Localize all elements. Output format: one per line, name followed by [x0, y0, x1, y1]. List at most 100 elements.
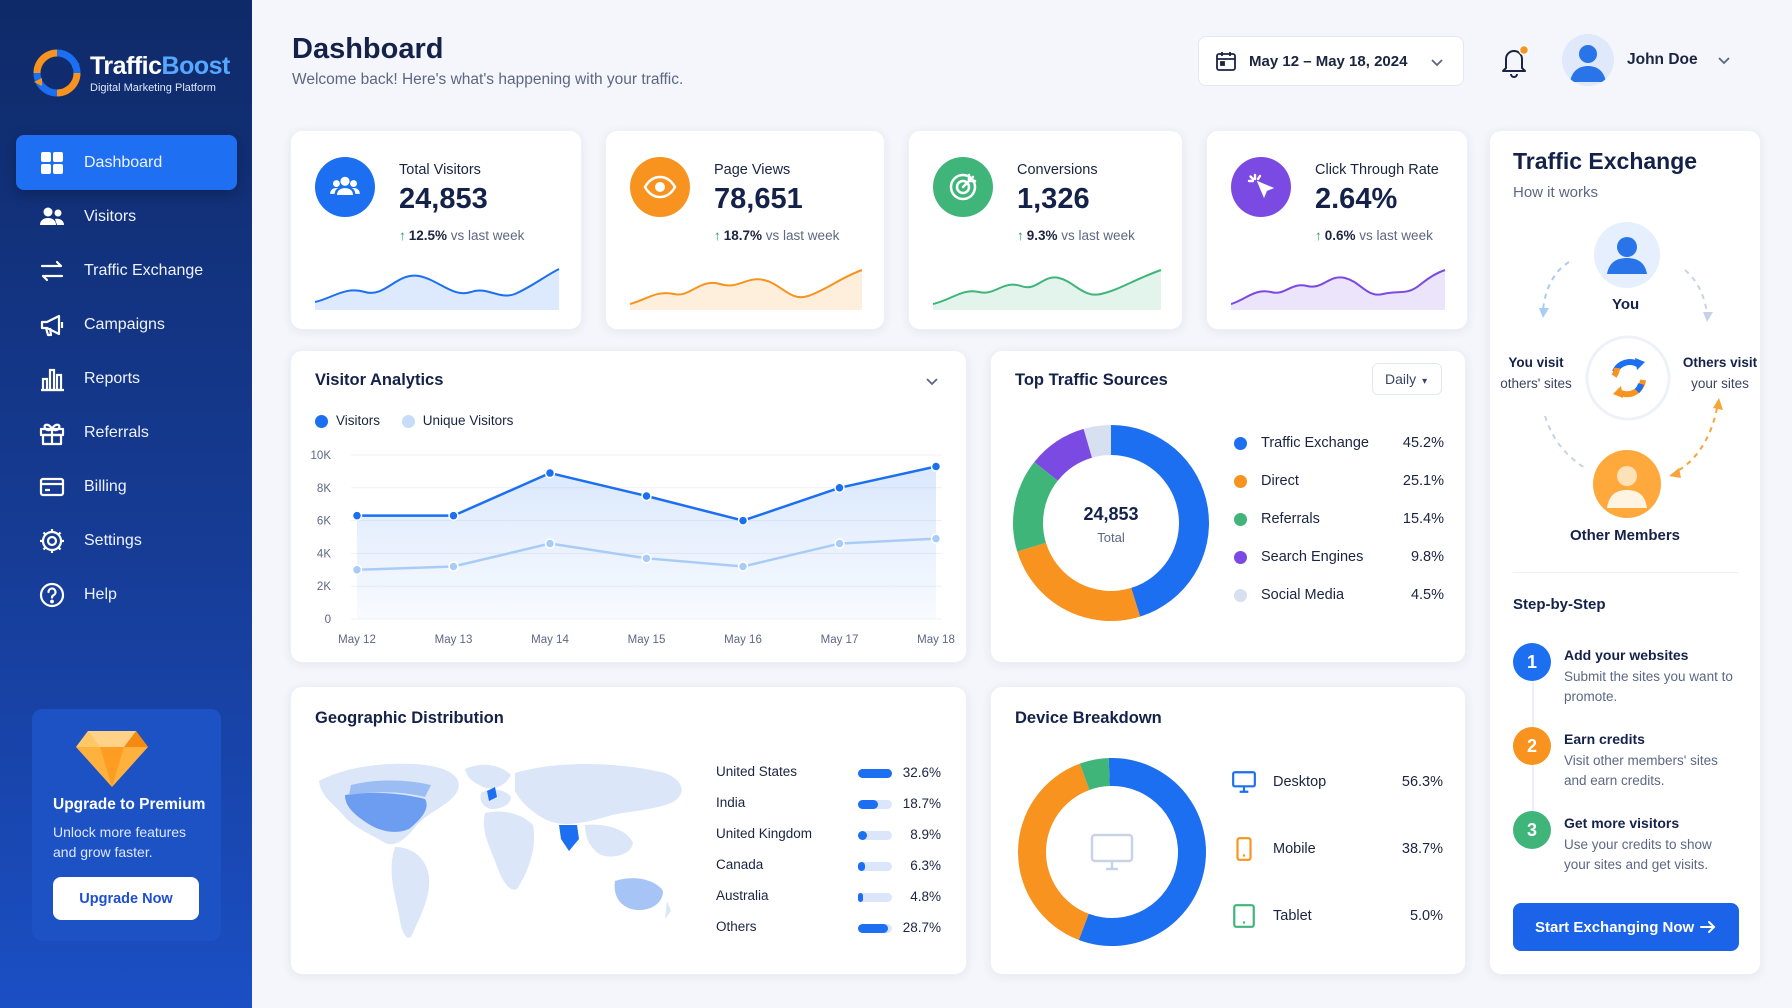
geo-row[interactable]: Canada 6.3%	[716, 857, 941, 877]
date-range-picker[interactable]: May 12 – May 18, 2024	[1198, 36, 1464, 86]
unique-visitors-point[interactable]	[351, 564, 363, 576]
world-map	[319, 763, 682, 938]
donut-slice-referrals[interactable]	[1013, 461, 1058, 552]
device-row[interactable]: Mobile 38.7%	[1231, 836, 1443, 864]
visitors-point[interactable]	[351, 510, 363, 521]
unique-visitors-point[interactable]	[641, 553, 652, 564]
geo-row[interactable]: India 18.7%	[716, 795, 941, 815]
chevron-down-icon[interactable]	[924, 373, 940, 389]
sidebar-item-help[interactable]: Help	[16, 568, 237, 622]
traffic-source-name: Search Engines	[1261, 549, 1364, 565]
visitors-point[interactable]	[544, 467, 556, 479]
start-exchanging-button[interactable]: Start Exchanging Now	[1513, 903, 1739, 951]
arrow-up-icon: ↑	[714, 228, 721, 243]
donut-slice-social-media[interactable]	[1083, 425, 1111, 458]
donut-slice-tablet[interactable]	[1079, 758, 1110, 790]
step-number: 1	[1513, 643, 1551, 681]
brand[interactable]: TrafficBoost Digital Marketing Platform	[32, 48, 230, 98]
stat-change: ↑ 12.5% vs last week	[399, 228, 525, 243]
sidebar-item-settings[interactable]: Settings	[16, 514, 237, 568]
user-avatar[interactable]	[1562, 34, 1614, 86]
traffic-source-row[interactable]: Direct 25.1%	[1234, 473, 1444, 489]
sidebar-item-billing[interactable]: Billing	[16, 460, 237, 514]
sidebar-item-label: Dashboard	[84, 153, 163, 171]
device-pct: 38.7%	[1401, 841, 1443, 857]
device-row[interactable]: Tablet 5.0%	[1231, 903, 1443, 931]
geo-country: United Kingdom	[716, 826, 813, 841]
upgrade-promo: Upgrade to Premium Unlock more features …	[32, 709, 221, 941]
stat-label: Total Visitors	[399, 162, 481, 178]
device-row[interactable]: Desktop 56.3%	[1231, 769, 1443, 797]
geo-row[interactable]: United States 32.6%	[716, 764, 941, 784]
x-tick-label: May 15	[628, 634, 666, 646]
monitor-icon	[1090, 833, 1134, 871]
sparkline	[630, 269, 863, 310]
user-name[interactable]: John Doe	[1627, 51, 1698, 68]
sidebar-item-label: Referrals	[84, 424, 149, 441]
visitors-point[interactable]	[834, 482, 845, 494]
unique-visitors-point[interactable]	[930, 533, 942, 544]
visitors-point[interactable]	[448, 510, 459, 521]
device-title: Device Breakdown	[1015, 709, 1162, 727]
unique-visitors-point[interactable]	[544, 538, 556, 549]
diamond-icon	[76, 731, 148, 787]
unique-visitors-point[interactable]	[448, 561, 459, 572]
visitor-analytics-card: Visitor Analytics Visitors Unique Visito…	[290, 350, 967, 663]
sidebar-item-visitors[interactable]: Visitors	[16, 190, 237, 244]
traffic-source-name: Referrals	[1261, 511, 1320, 527]
help-circle-icon	[39, 582, 65, 608]
y-tick-label: 2K	[317, 581, 331, 593]
exchange-title: Traffic Exchange	[1513, 148, 1698, 174]
legend-dot	[1234, 550, 1247, 564]
traffic-source-row[interactable]: Social Media 4.5%	[1234, 587, 1444, 603]
visitors-point[interactable]	[641, 490, 652, 502]
traffic-source-row[interactable]: Search Engines 9.8%	[1234, 549, 1444, 565]
geo-pct: 4.8%	[910, 889, 941, 904]
stat-value: 1,326	[1017, 183, 1090, 215]
sidebar-item-traffic-exchange[interactable]: Traffic Exchange	[16, 244, 237, 298]
traffic-source-name: Traffic Exchange	[1261, 435, 1369, 451]
promo-desc: Unlock more features and grow faster.	[53, 824, 187, 860]
traffic-source-row[interactable]: Traffic Exchange 45.2%	[1234, 435, 1444, 451]
visitors-point[interactable]	[737, 515, 749, 526]
step-number: 3	[1513, 811, 1551, 849]
sidebar-nav: Dashboard Visitors Traffic Exchange Camp…	[16, 135, 237, 622]
geo-country: Australia	[716, 888, 769, 903]
logo-icon	[33, 49, 81, 97]
stat-change: ↑ 0.6% vs last week	[1315, 228, 1433, 243]
traffic-source-pct: 15.4%	[1402, 511, 1444, 527]
donut-slice-traffic-exchange[interactable]	[1111, 425, 1209, 617]
sidebar-item-referrals[interactable]: Referrals	[16, 406, 237, 460]
visitor-analytics-title: Visitor Analytics	[315, 371, 444, 389]
geo-bar	[858, 800, 892, 809]
brand-tagline: Digital Marketing Platform	[90, 81, 216, 94]
period-select[interactable]: Daily ▾	[1372, 363, 1442, 395]
notification-bell-icon[interactable]	[1498, 44, 1530, 78]
stat-card-conversions: Conversions 1,326 ↑ 9.3% vs last week	[908, 130, 1183, 330]
donut-slice-search-engines[interactable]	[1034, 428, 1093, 481]
sidebar-item-dashboard[interactable]: Dashboard	[16, 135, 237, 190]
geo-bar-fill	[858, 769, 892, 778]
chevron-down-icon[interactable]	[1716, 52, 1732, 68]
sidebar-item-campaigns[interactable]: Campaigns	[16, 298, 237, 352]
geo-row[interactable]: Others 28.7%	[716, 919, 941, 939]
sparkline	[933, 269, 1162, 310]
geo-pct: 18.7%	[902, 796, 941, 811]
geo-bar	[858, 893, 892, 902]
sidebar-item-reports[interactable]: Reports	[16, 352, 237, 406]
step-desc: Submit the sites you want to promote.	[1564, 669, 1733, 704]
exchange-right-label: Others visit your sites	[1682, 355, 1758, 391]
donut-slice-desktop[interactable]	[1078, 758, 1206, 946]
donut-slice-direct[interactable]	[1017, 542, 1141, 621]
geo-pct: 6.3%	[910, 858, 941, 873]
x-tick-label: May 12	[338, 634, 376, 646]
unique-visitors-point[interactable]	[737, 561, 749, 572]
geo-row[interactable]: United Kingdom 8.9%	[716, 826, 941, 846]
traffic-source-row[interactable]: Referrals 15.4%	[1234, 511, 1444, 527]
divider	[1513, 572, 1739, 573]
visitors-point[interactable]	[930, 461, 942, 472]
donut-slice-mobile[interactable]	[1018, 763, 1090, 940]
upgrade-button[interactable]: Upgrade Now	[53, 877, 199, 920]
unique-visitors-point[interactable]	[834, 538, 845, 549]
geo-row[interactable]: Australia 4.8%	[716, 888, 941, 908]
